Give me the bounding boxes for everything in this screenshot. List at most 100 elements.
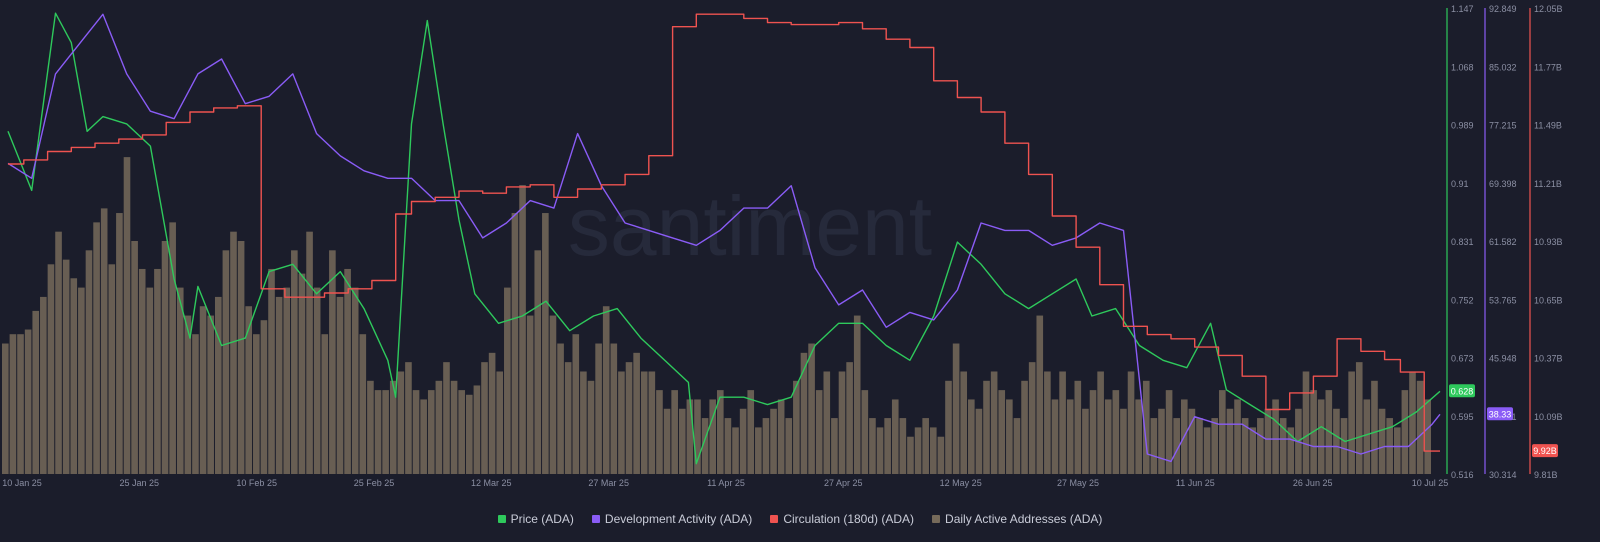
x-tick-label: 10 Feb 25 bbox=[236, 478, 277, 488]
daa-bar bbox=[268, 268, 275, 474]
daa-bar bbox=[367, 380, 374, 474]
daa-bar bbox=[1135, 399, 1142, 474]
daa-bar bbox=[922, 418, 929, 474]
daa-bar bbox=[595, 343, 602, 474]
daa-bar bbox=[1424, 399, 1431, 474]
tick-label-dev: 92.849 bbox=[1489, 4, 1517, 14]
daa-bar bbox=[610, 343, 618, 474]
daa-bar bbox=[237, 241, 245, 474]
x-tick-label: 25 Jan 25 bbox=[120, 478, 160, 488]
daa-bar bbox=[85, 250, 93, 474]
legend-item-price[interactable]: Price (ADA) bbox=[497, 512, 574, 526]
daa-bar bbox=[450, 380, 458, 474]
daa-bar bbox=[1340, 418, 1348, 474]
daa-bar bbox=[1188, 408, 1196, 474]
x-tick-label: 12 May 25 bbox=[940, 478, 982, 488]
x-tick-label: 27 Mar 25 bbox=[588, 478, 629, 488]
daa-bar bbox=[907, 436, 914, 474]
legend-label-price: Price (ADA) bbox=[510, 512, 574, 526]
bars-layer bbox=[2, 157, 1431, 475]
daa-bar bbox=[572, 334, 580, 474]
daa-bar bbox=[640, 371, 648, 474]
legend-swatch-daa bbox=[932, 515, 941, 523]
daa-bar bbox=[420, 399, 427, 474]
daa-bar bbox=[960, 371, 968, 474]
daa-bar bbox=[1044, 371, 1051, 474]
daa-bar bbox=[846, 362, 853, 474]
daa-bar bbox=[336, 296, 344, 474]
x-tick-label: 11 Apr 25 bbox=[707, 478, 745, 488]
daa-bar bbox=[1150, 418, 1158, 474]
daa-bar bbox=[275, 296, 283, 474]
daa-bar bbox=[443, 362, 450, 474]
daa-bar bbox=[945, 380, 952, 474]
daa-bar bbox=[542, 213, 549, 475]
x-tick-label: 11 Jun 25 bbox=[1176, 478, 1215, 488]
daa-bar bbox=[899, 418, 907, 474]
daa-bar bbox=[823, 371, 831, 474]
tick-label-price: 0.595 bbox=[1451, 412, 1474, 422]
tick-label-circ: 12.05B bbox=[1534, 4, 1563, 14]
daa-bar bbox=[1066, 399, 1074, 474]
daa-bar bbox=[671, 390, 678, 474]
x-tick-label: 10 Jul 25 bbox=[1412, 478, 1449, 488]
daa-bar bbox=[123, 157, 131, 474]
daa-bar bbox=[815, 390, 823, 474]
series-line-circ bbox=[8, 13, 1440, 452]
daa-bar bbox=[169, 222, 176, 474]
daa-bar bbox=[1173, 418, 1180, 474]
daa-bar bbox=[1112, 390, 1120, 474]
legend-item-circ[interactable]: Circulation (180d) (ADA) bbox=[770, 512, 914, 526]
daa-bar bbox=[709, 399, 716, 474]
daa-bar bbox=[929, 427, 937, 474]
daa-bar bbox=[55, 231, 62, 474]
axes-layer: 1.147 1.068 0.989 0.91 0.831 0.752 0.673 0.595 0… bbox=[2, 4, 1562, 488]
daa-bar bbox=[1165, 390, 1173, 474]
daa-bar bbox=[199, 306, 207, 474]
daa-bar bbox=[222, 250, 230, 474]
daa-bar bbox=[192, 334, 199, 474]
daa-bar bbox=[1028, 362, 1036, 474]
daa-bar bbox=[861, 390, 869, 474]
last-value-badge-circ bbox=[1532, 444, 1558, 458]
daa-bar bbox=[1203, 427, 1211, 474]
tick-label-dev: 61.582 bbox=[1489, 237, 1517, 247]
daa-bar bbox=[291, 250, 298, 474]
daa-bar bbox=[717, 390, 724, 474]
daa-bar bbox=[1378, 408, 1386, 474]
x-tick-label: 27 Apr 25 bbox=[824, 478, 863, 488]
daa-bar bbox=[1241, 418, 1249, 474]
daa-bar bbox=[78, 287, 85, 474]
tick-label-price: 0.673 bbox=[1451, 354, 1474, 364]
legend-item-daa[interactable]: Daily Active Addresses (ADA) bbox=[932, 512, 1102, 526]
daa-bar bbox=[47, 264, 55, 474]
watermark: santiment bbox=[568, 179, 932, 273]
last-value-label-price: 0.628 bbox=[1451, 386, 1474, 396]
tick-label-circ: 9.81B bbox=[1534, 470, 1558, 480]
tick-label-price: 0.989 bbox=[1451, 121, 1474, 131]
daa-bar bbox=[1317, 399, 1325, 474]
daa-bar bbox=[876, 427, 884, 474]
daa-bar bbox=[526, 315, 534, 474]
daa-bar bbox=[146, 287, 154, 474]
tick-label-dev: 45.948 bbox=[1489, 354, 1517, 364]
daa-bar bbox=[131, 241, 138, 474]
daa-bar bbox=[968, 399, 975, 474]
daa-bar bbox=[838, 371, 846, 474]
daa-bar bbox=[427, 390, 435, 474]
daa-bar bbox=[1120, 408, 1127, 474]
legend-item-dev[interactable]: Development Activity (ADA) bbox=[591, 512, 752, 526]
series-line-price bbox=[7, 12, 1441, 465]
daa-bar bbox=[534, 250, 542, 474]
daa-bar bbox=[1272, 399, 1279, 474]
daa-bar bbox=[519, 185, 526, 474]
daa-bar bbox=[435, 380, 443, 474]
daa-bar bbox=[1211, 418, 1219, 474]
daa-bar bbox=[1279, 418, 1287, 474]
tick-label-dev: 77.215 bbox=[1489, 121, 1517, 131]
daa-bar bbox=[1257, 418, 1264, 474]
daa-bar bbox=[678, 408, 686, 474]
daa-bar bbox=[937, 436, 945, 474]
